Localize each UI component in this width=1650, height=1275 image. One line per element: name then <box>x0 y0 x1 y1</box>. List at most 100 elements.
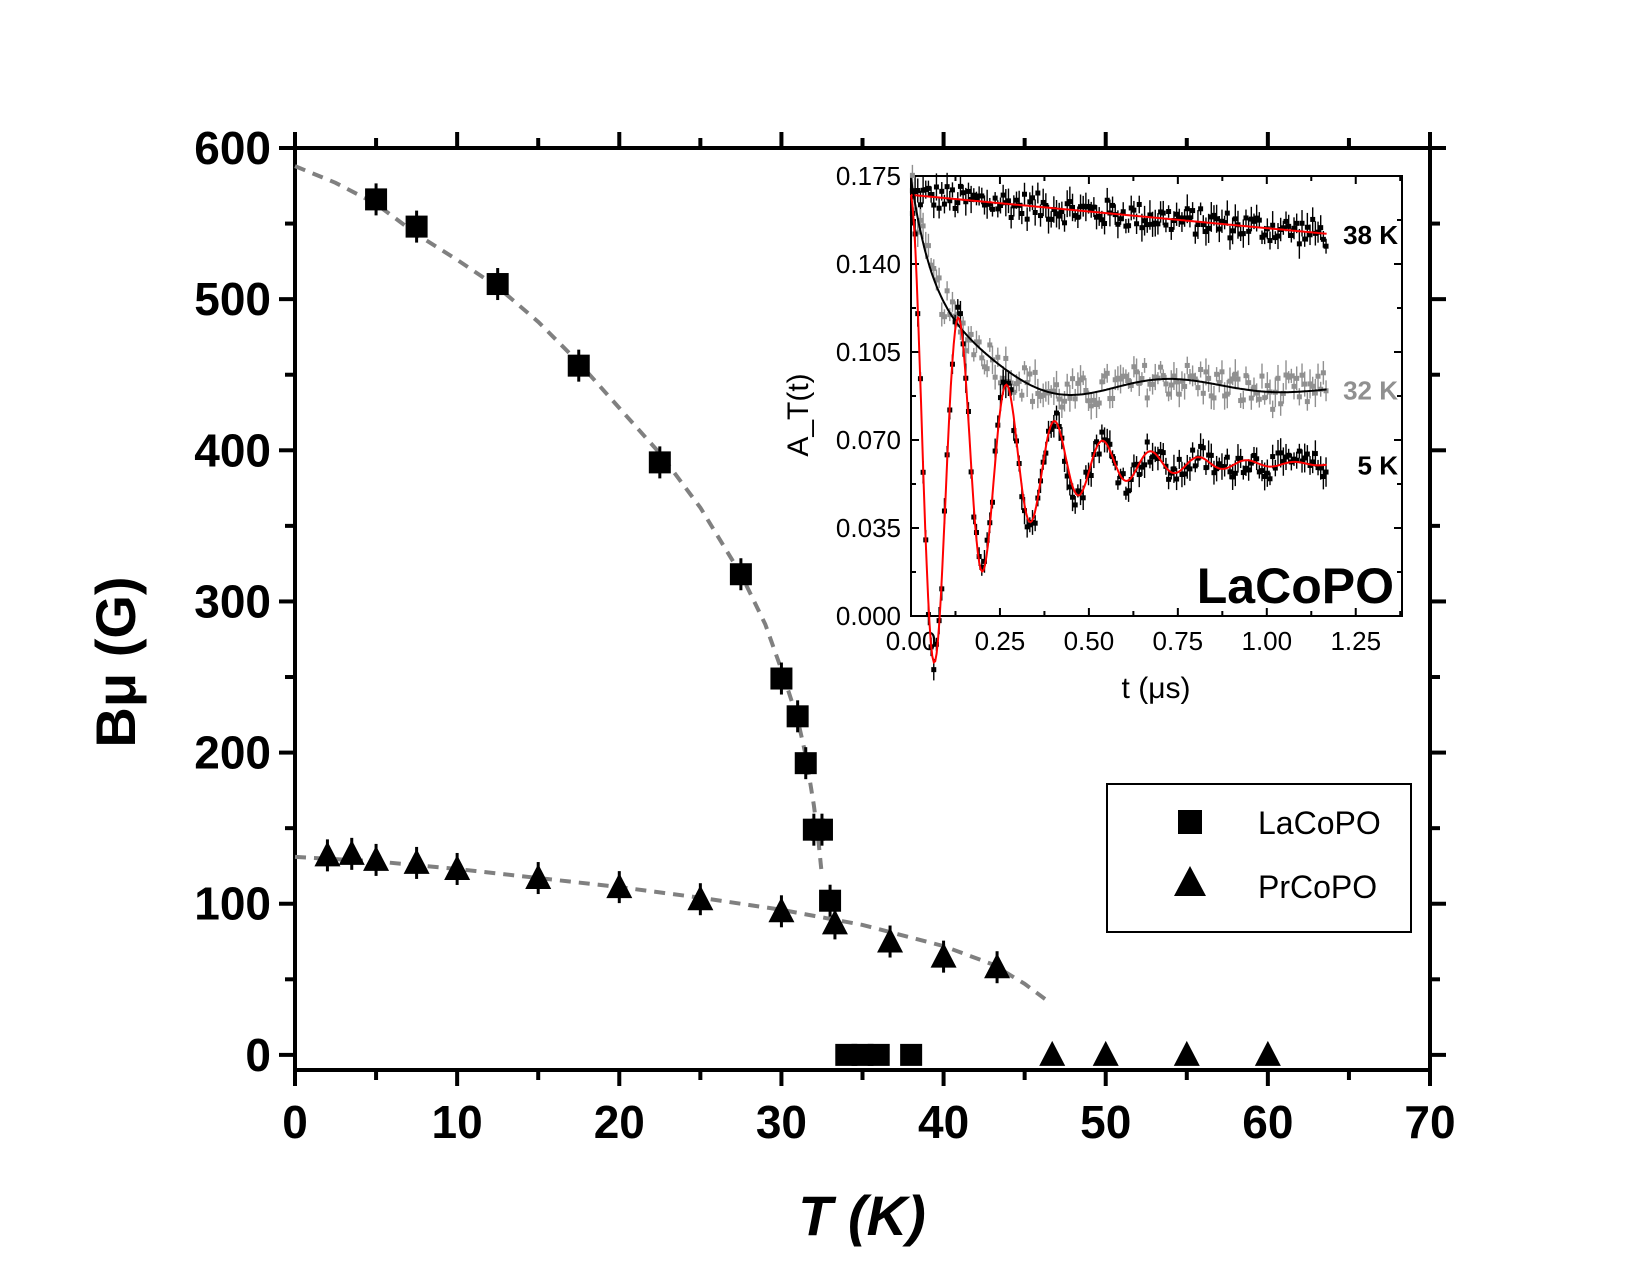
inset-point-38k <box>928 192 934 198</box>
inset-point-5k <box>1051 423 1057 429</box>
inset-point-32k <box>1302 381 1308 387</box>
inset-point-32k <box>1008 380 1014 386</box>
inset-point-32k <box>971 352 977 358</box>
inset-point-38k <box>1142 218 1148 224</box>
inset-point-32k <box>1168 382 1174 388</box>
inset-point-5k <box>1251 452 1257 458</box>
inset-label-32k: 32 K <box>1343 375 1398 405</box>
inset-point-38k <box>989 206 995 212</box>
inset-point-32k <box>1184 362 1190 368</box>
inset-point-38k <box>1246 228 1252 234</box>
inset-point-38k <box>1136 201 1142 207</box>
prcopo-point <box>687 885 714 911</box>
inset-point-38k <box>1134 221 1140 227</box>
inset-point-38k <box>1040 199 1046 205</box>
inset-point-38k <box>1214 216 1220 222</box>
inset-point-5k <box>1224 454 1230 460</box>
prcopo-point <box>525 864 552 890</box>
inset-point-38k <box>1275 233 1281 239</box>
inset-point-38k <box>1168 226 1174 232</box>
prcopo-point <box>403 848 430 874</box>
inset-point-5k <box>1203 465 1209 471</box>
lacopo-point <box>786 705 809 728</box>
inset-point-38k <box>1088 207 1094 213</box>
inset-point-32k <box>1134 369 1140 375</box>
inset-point-32k <box>1166 391 1172 397</box>
inset-point-5k <box>1054 410 1060 416</box>
inset-point-5k <box>1318 465 1324 471</box>
lacopo-point <box>567 354 590 377</box>
inset-point-38k <box>1070 204 1076 210</box>
inset-point-38k <box>1288 232 1294 238</box>
inset-point-38k <box>1003 200 1009 206</box>
prcopo-point <box>606 873 633 899</box>
inset-point-38k <box>1294 220 1300 226</box>
x-tick-label: 50 <box>1080 1096 1131 1148</box>
inset-point-38k <box>1286 223 1292 229</box>
inset-point-5k <box>1032 520 1038 526</box>
inset-point-5k <box>1094 439 1100 445</box>
inset-point-38k <box>976 193 982 199</box>
inset-point-38k <box>1195 222 1201 228</box>
inset-point-38k <box>1299 220 1305 226</box>
inset-point-38k <box>992 195 998 201</box>
inset-point-5k <box>1139 464 1145 470</box>
inset-point-32k <box>1054 382 1060 388</box>
inset-point-38k <box>971 192 977 198</box>
inset-point-5k <box>1296 448 1302 454</box>
inset-point-38k <box>1123 223 1129 229</box>
main-data-points <box>314 183 1281 1066</box>
inset-point-5k <box>1200 445 1206 451</box>
prcopo-point <box>338 839 365 865</box>
inset-point-32k <box>1163 381 1169 387</box>
inset-x-axis-title: t (μs) <box>1122 672 1191 705</box>
inset-point-32k <box>1059 404 1065 410</box>
inset-point-38k <box>1019 210 1025 216</box>
inset-point-38k <box>1038 213 1044 219</box>
fit-curve-prcopo <box>294 854 1051 1004</box>
inset-point-38k <box>1224 210 1230 216</box>
inset-point-32k <box>1315 373 1321 379</box>
inset-point-5k <box>1099 429 1105 435</box>
inset-point-32k <box>933 277 939 283</box>
inset-point-5k <box>1048 426 1054 432</box>
inset-point-38k <box>1302 236 1308 242</box>
inset-point-38k <box>1062 220 1068 226</box>
inset-point-5k <box>1123 490 1129 496</box>
inset-point-32k <box>1288 373 1294 379</box>
prcopo-point <box>1092 1040 1119 1066</box>
inset-point-38k <box>917 202 923 208</box>
inset-point-38k <box>1152 220 1158 226</box>
inset-point-32k <box>1190 373 1196 379</box>
inset-point-5k <box>1254 456 1260 462</box>
inset-point-32k <box>1310 383 1316 389</box>
legend-square-marker <box>1178 810 1202 834</box>
inset-point-32k <box>1235 376 1241 382</box>
inset-point-5k <box>1291 456 1297 462</box>
inset-point-5k <box>1248 460 1254 466</box>
inset-point-5k <box>1144 439 1150 445</box>
inset-point-5k <box>1256 469 1262 475</box>
inset-point-32k <box>1123 373 1129 379</box>
legend: LaCoPO PrCoPO <box>1106 783 1412 933</box>
inset-point-38k <box>1200 222 1206 228</box>
inset-point-38k <box>973 196 979 202</box>
inset-point-32k <box>917 217 923 223</box>
lacopo-point <box>794 752 817 775</box>
inset-point-5k <box>1062 458 1068 464</box>
inset-point-5k <box>1011 428 1017 434</box>
inset-point-32k <box>1011 389 1017 395</box>
y-tick-label: 300 <box>194 575 271 627</box>
inset-point-5k <box>1115 480 1121 486</box>
inset-point-38k <box>1320 236 1326 242</box>
prcopo-point <box>1254 1040 1281 1066</box>
inset-point-32k <box>984 366 990 372</box>
inset-point-32k <box>1126 378 1132 384</box>
inset-point-32k <box>920 223 926 229</box>
main-tick-labels: 0 10 20 30 40 50 60 70 0 100 200 300 400 500 600 <box>194 122 1455 1148</box>
inset-point-32k <box>1240 397 1246 403</box>
inset-point-38k <box>1222 220 1228 226</box>
inset-point-38k <box>1147 212 1153 218</box>
inset-point-32k <box>1262 395 1268 401</box>
inset-point-38k <box>1144 222 1150 228</box>
